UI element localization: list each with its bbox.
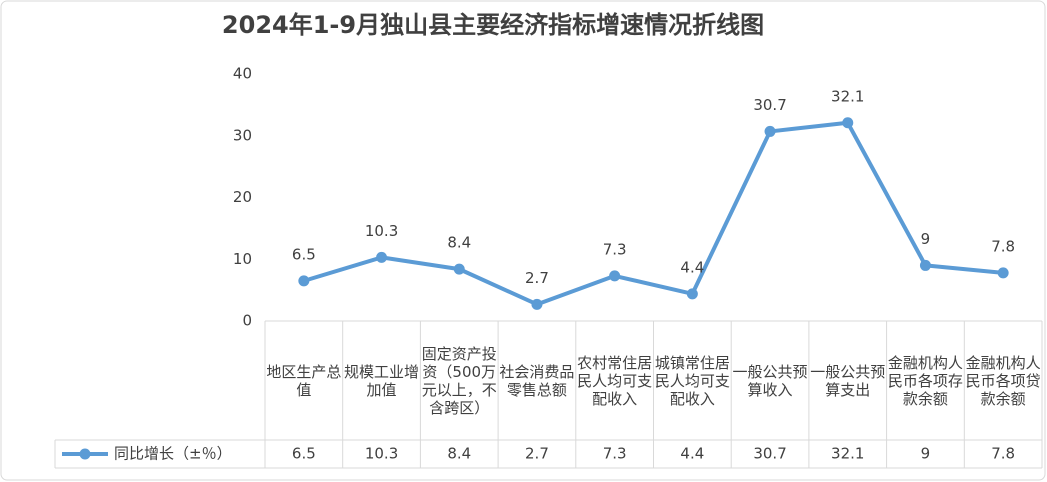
category-cell: 农村常住居民人均可支配收入 — [577, 353, 653, 408]
category-cell: 城镇常住居民人均可支配收入 — [654, 353, 730, 408]
category-cell: 规模工业增加值 — [344, 362, 420, 399]
data-label: 7.3 — [603, 240, 627, 258]
y-tick-label: 10 — [233, 250, 252, 268]
data-label: 2.7 — [525, 269, 549, 287]
data-label: 8.4 — [447, 234, 471, 252]
marker — [531, 298, 543, 310]
category-cell: 社会消费品零售总额 — [499, 362, 575, 399]
marker — [842, 117, 854, 129]
table-value: 32.1 — [831, 445, 864, 463]
data-label: 30.7 — [753, 96, 786, 114]
legend-marker — [79, 448, 91, 460]
marker — [686, 288, 698, 300]
table-value: 8.4 — [447, 445, 471, 463]
x-tick-label: 城镇常住居民人均可支配收入 — [654, 353, 730, 408]
table-value: 4.4 — [680, 445, 704, 463]
x-tick-label: 地区生产总值 — [266, 362, 342, 399]
category-cell: 金融机构人民币各项贷款余额 — [965, 353, 1041, 408]
data-label: 9 — [921, 230, 931, 248]
category-cell: 一般公共预算收入 — [732, 362, 808, 399]
x-tick-label: 一般公共预算支出 — [810, 362, 886, 399]
x-tick-label: 金融机构人民币各项存款余额 — [887, 353, 963, 408]
legend-label: 同比增长（±％） — [114, 445, 232, 463]
table-value: 10.3 — [365, 445, 398, 463]
category-cell: 地区生产总值 — [266, 362, 342, 399]
category-cell: 一般公共预算支出 — [810, 362, 886, 399]
y-tick-label: 0 — [242, 312, 252, 330]
marker — [453, 263, 465, 275]
x-tick-label: 社会消费品零售总额 — [499, 362, 575, 399]
data-label: 6.5 — [292, 245, 316, 263]
category-cell: 固定资产投资（500万元以上，不含跨区） — [421, 344, 497, 417]
data-label: 10.3 — [365, 222, 398, 240]
table-value: 2.7 — [525, 445, 549, 463]
line — [303, 120, 1004, 307]
table-value: 30.7 — [753, 445, 786, 463]
data-label: 7.8 — [991, 237, 1015, 255]
y-tick-label: 20 — [233, 188, 252, 206]
category-cell: 金融机构人民币各项存款余额 — [887, 353, 963, 408]
table-value: 9 — [921, 445, 931, 463]
marker — [764, 125, 776, 137]
x-tick-label: 农村常住居民人均可支配收入 — [577, 353, 653, 408]
y-tick-label: 40 — [233, 65, 252, 83]
x-tick-label: 金融机构人民币各项贷款余额 — [965, 353, 1041, 408]
table-value: 7.3 — [603, 445, 627, 463]
data-label: 4.4 — [680, 258, 704, 276]
marker — [298, 275, 310, 287]
marker — [997, 267, 1009, 279]
marker — [609, 270, 621, 282]
x-tick-label: 固定资产投资（500万元以上，不含跨区） — [421, 344, 497, 417]
table-value: 7.8 — [991, 445, 1015, 463]
x-tick-label: 一般公共预算收入 — [732, 362, 808, 399]
marker — [919, 259, 931, 271]
y-tick-label: 30 — [233, 126, 252, 144]
table-value: 6.5 — [292, 445, 316, 463]
data-label: 32.1 — [831, 87, 864, 105]
x-tick-label: 规模工业增加值 — [344, 362, 420, 399]
marker — [376, 251, 388, 263]
chart-title: 2024年1-9月独山县主要经济指标增速情况折线图 — [222, 11, 764, 39]
